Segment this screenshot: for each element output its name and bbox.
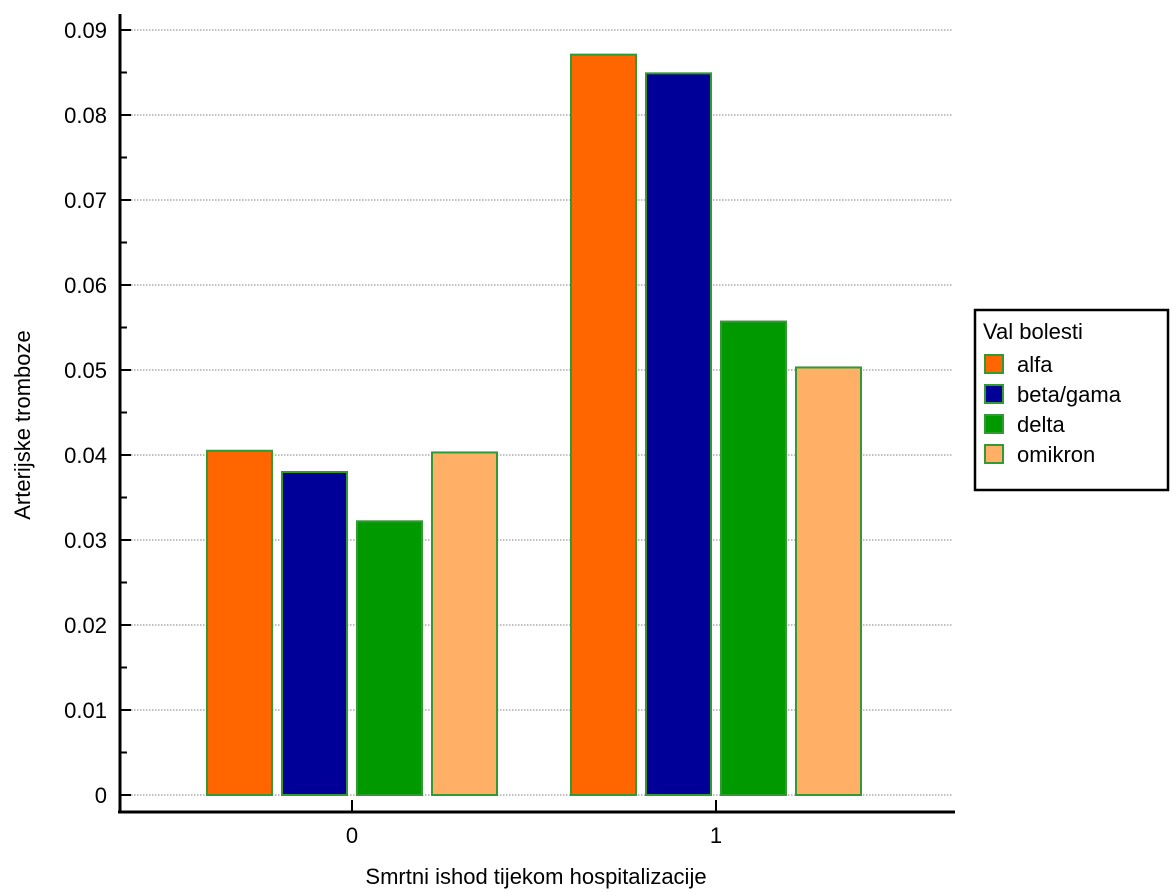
y-tick-label: 0.08: [64, 103, 107, 128]
bars: [207, 55, 861, 795]
bar-alfa-1: [571, 55, 636, 795]
y-tick-label: 0.07: [64, 188, 107, 213]
y-tick-label: 0.03: [64, 528, 107, 553]
y-tick-label: 0.06: [64, 273, 107, 298]
bar-delta-1: [721, 322, 786, 795]
bar-beta-gama-1: [646, 73, 711, 795]
y-tick-label: 0.05: [64, 358, 107, 383]
y-tick-label: 0.01: [64, 698, 107, 723]
x-tick-label: 0: [346, 823, 358, 848]
legend-label: delta: [1017, 412, 1065, 437]
legend-swatch: [985, 355, 1003, 373]
legend-title: Val bolesti: [983, 319, 1083, 344]
bar-omikron-0: [432, 452, 497, 795]
bar-alfa-0: [207, 451, 272, 795]
legend-swatch: [985, 415, 1003, 433]
y-tick-label: 0.09: [64, 18, 107, 43]
x-axis-title: Smrtni ishod tijekom hospitalizacije: [365, 864, 706, 889]
y-axis-title: Arterijske tromboze: [10, 330, 35, 520]
legend-swatch: [985, 385, 1003, 403]
bar-beta-gama-0: [282, 472, 347, 795]
bar-omikron-1: [796, 367, 861, 795]
y-tick-label: 0.02: [64, 613, 107, 638]
y-tick-label: 0: [95, 783, 107, 808]
legend-label: alfa: [1017, 352, 1053, 377]
y-tick-label: 0.04: [64, 443, 107, 468]
legend-swatch: [985, 445, 1003, 463]
legend-label: beta/gama: [1017, 382, 1122, 407]
legend-label: omikron: [1017, 442, 1095, 467]
bar-delta-0: [357, 521, 422, 795]
x-tick-label: 1: [710, 823, 722, 848]
legend: Val bolesti alfa beta/gama delta omikron: [975, 310, 1168, 490]
